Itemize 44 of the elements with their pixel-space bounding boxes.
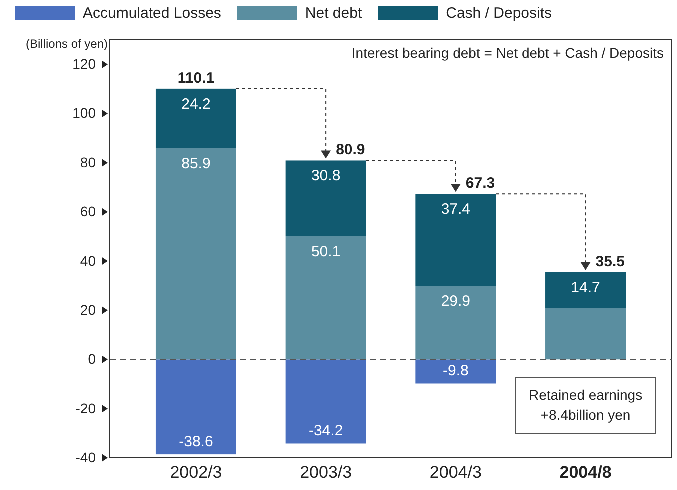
annotation: Retained earnings +8.4billion yen	[528, 387, 643, 423]
data-label: 30.8	[311, 168, 341, 185]
x-tick-label: 2003/3	[300, 463, 352, 482]
data-label: 50.1	[311, 243, 341, 260]
data-label: -38.6	[179, 434, 214, 451]
legend-label: Cash / Deposits	[446, 5, 552, 22]
y-tick-label: -40	[76, 449, 96, 466]
annotation: 35.5	[596, 253, 625, 270]
data-label: -34.2	[308, 422, 344, 440]
y-tick-label: 100	[72, 105, 96, 122]
bar	[416, 360, 496, 384]
annotation: 67.3	[466, 175, 496, 192]
y-tick-label: 120	[72, 56, 96, 72]
bar	[156, 360, 236, 455]
y-tick-label: 60	[80, 204, 96, 220]
data-label: 24.2	[182, 96, 211, 113]
bar	[286, 160, 366, 236]
y-axis-title: (Billions of yen)	[26, 37, 108, 51]
bar	[546, 272, 626, 309]
data-label: 85.9	[182, 155, 211, 172]
x-tick-label: 2002/3	[170, 463, 222, 482]
x-tick-label: 2004/3	[430, 463, 482, 482]
annotation: 80.9	[336, 142, 366, 159]
x-tick-label: 2004/8	[560, 463, 612, 482]
y-tick-label: 20	[80, 302, 96, 318]
y-tick-label: 80	[80, 154, 96, 170]
data-label: -9.8	[442, 362, 469, 380]
bar	[156, 148, 236, 360]
legend-label: Accumulated Losses	[83, 5, 222, 22]
bar	[286, 360, 366, 444]
data-label: 37.4	[441, 201, 471, 218]
y-tick-label: -20	[76, 400, 96, 416]
bar	[546, 308, 626, 360]
data-label: 29.9	[441, 293, 471, 310]
bar	[286, 236, 366, 360]
bar	[416, 194, 496, 286]
y-tick-label: 40	[80, 252, 96, 269]
bar	[156, 88, 236, 148]
y-tick-label: 0	[88, 351, 96, 368]
annotation: 110.1	[178, 70, 215, 87]
bar	[416, 286, 496, 360]
data-label: 14.7	[571, 279, 600, 296]
annotation: Interest bearing debt = Net debt + Cash / Deposits	[352, 45, 664, 61]
legend-label: Net debt	[305, 5, 363, 22]
